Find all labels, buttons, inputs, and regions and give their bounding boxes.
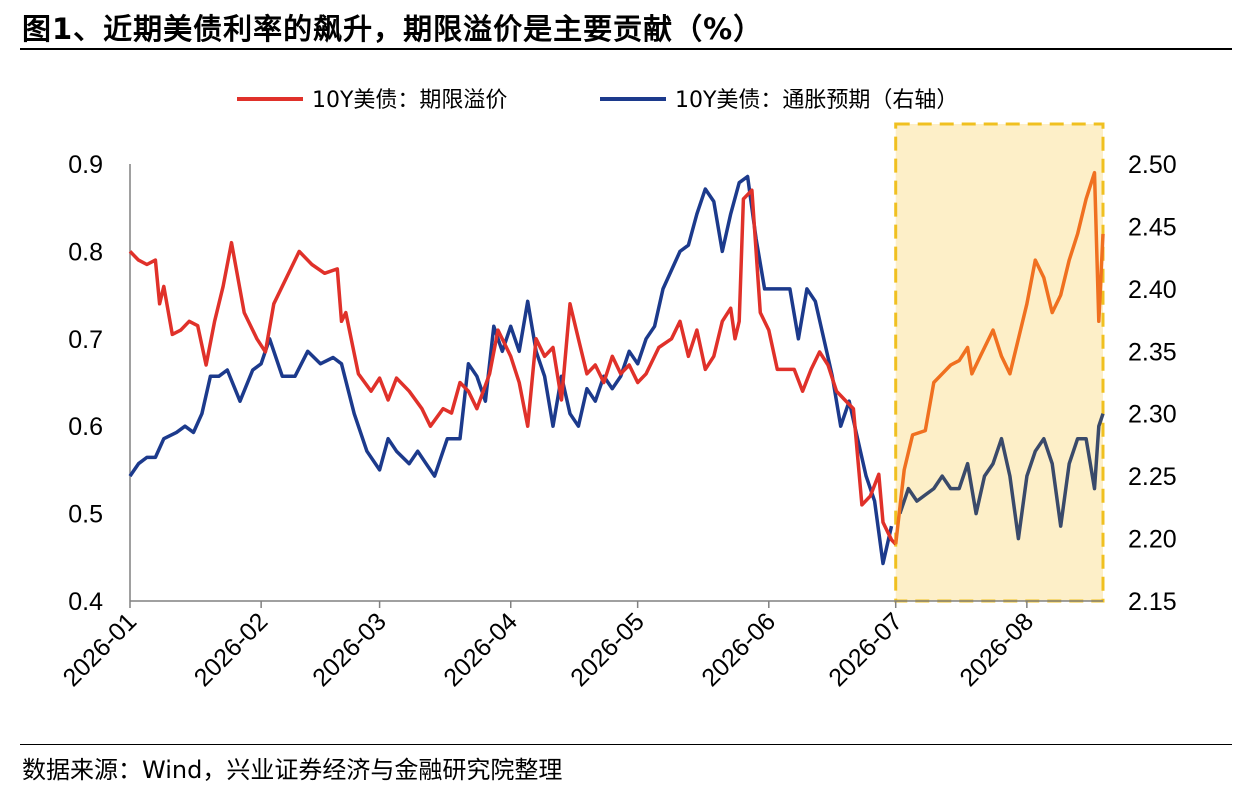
series-line-highlighted-inflation-expectation [898,413,1105,541]
y-left-tick-label: 0.6 [68,413,103,441]
source-note: 数据来源：Wind，兴业证券经济与金融研究院整理 [22,756,563,784]
y-right-tick-label: 2.25 [1128,463,1177,491]
x-tick-label: 2026-06 [696,607,781,692]
x-tick-label: 2026-02 [189,607,274,692]
x-tick-label: 2026-07 [823,607,908,692]
y-right-tick-label: 2.20 [1128,526,1177,554]
bottom-rule [20,744,1232,745]
highlight-box [894,122,1105,603]
y-right-tick-label: 2.45 [1128,213,1177,241]
y-left-tick-label: 0.8 [68,238,103,266]
highlight-layer [894,122,1105,603]
y-right-tick-label: 2.35 [1128,338,1177,366]
y-left-tick-label: 0.7 [68,326,103,354]
series-line-term-premium [128,188,897,546]
y-right-tick-label: 2.50 [1128,151,1177,179]
legend-label: 10Y美债：期限溢价 [312,88,507,113]
legend-label: 10Y美债：通胀预期（右轴） [675,88,958,113]
x-tick-label: 2026-03 [307,607,392,692]
y-left-tick-label: 0.9 [68,151,103,179]
series-layer [128,170,1105,566]
x-tick-label: 2026-08 [954,607,1039,692]
y-right-tick-label: 2.40 [1128,276,1177,304]
x-tick-label: 2026-04 [438,607,523,692]
legend: 10Y美债：期限溢价 10Y美债：通胀预期（右轴） [237,88,958,113]
top-rule [20,48,1232,50]
x-tick-label: 2026-05 [565,607,650,692]
series-line-inflation-expectation [128,174,894,566]
y-left-tick-label: 0.5 [68,501,103,529]
y-left-tick-label: 0.4 [68,588,103,616]
chart-canvas: 0.9 0.8 0.7 0.6 0.5 0.4 2.50 2.45 2.40 2.35 2.30 2.… [58,88,1177,692]
y-right-tick-label: 2.15 [1128,588,1177,616]
chart-title: 图1、近期美债利率的飙升，期限溢价是主要贡献（%） [22,12,764,46]
x-tick-label: 2026-01 [58,607,143,692]
y-right-tick-label: 2.30 [1128,401,1177,429]
series-line-highlighted-term-premium [893,170,1105,545]
